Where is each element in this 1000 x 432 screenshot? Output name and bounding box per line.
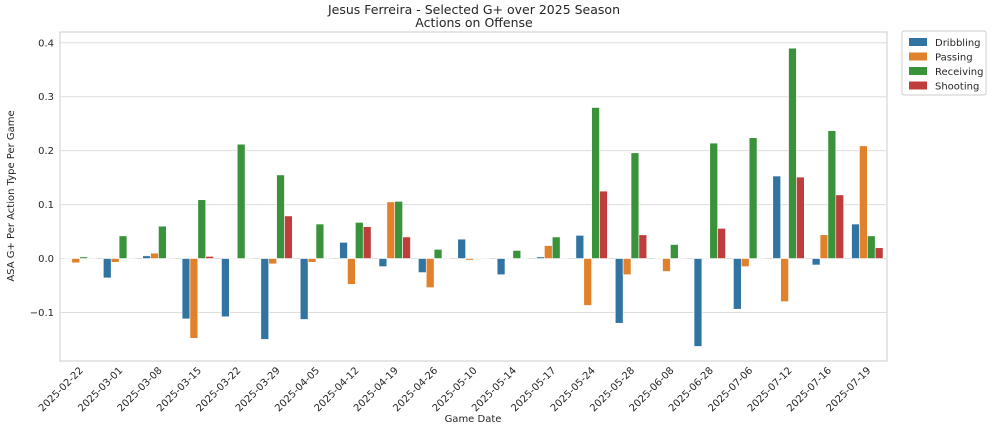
bar-receiving-2025-05-28 [630, 152, 640, 259]
y-tick-label: 0.1 [38, 200, 54, 211]
bar-passing-2025-06-08 [662, 258, 671, 272]
bar-dribbling-2025-07-19 [851, 223, 860, 259]
y-tick-label: 0.0 [38, 254, 54, 265]
bar-dribbling-2025-04-12 [339, 242, 348, 259]
y-tick-label: 0.2 [38, 146, 54, 157]
bar-dribbling-2025-05-28 [614, 258, 624, 324]
bar-shooting-2025-06-28 [717, 228, 726, 259]
legend-label-receiving: Receiving [935, 67, 983, 78]
bar-receiving-2025-04-05 [315, 223, 325, 259]
bar-passing-2025-03-29 [268, 258, 277, 265]
bar-dribbling-2025-07-06 [733, 258, 742, 310]
bar-passing-2025-07-06 [740, 258, 750, 267]
bar-passing-2025-02-22 [71, 258, 80, 264]
bar-receiving-2025-07-16 [827, 130, 837, 259]
bar-dribbling-2025-03-01 [103, 258, 112, 279]
bar-receiving-2025-07-19 [867, 235, 876, 259]
y-axis-ticks: −0.1 0.0 0.1 0.2 0.3 0.4 [30, 38, 54, 319]
bar-receiving-2025-05-14 [512, 250, 522, 259]
bar-dribbling-2025-04-26 [418, 258, 427, 273]
bar-receiving-2025-05-17 [551, 236, 561, 259]
bar-passing-2025-04-26 [425, 258, 435, 288]
legend-label-passing: Passing [935, 53, 973, 64]
y-tick-label: 0.3 [38, 92, 54, 103]
bar-receiving-2025-04-26 [433, 249, 443, 259]
bar-shooting-2025-07-12 [796, 176, 805, 259]
legend-swatch-passing [909, 52, 927, 61]
bar-receiving-2025-03-01 [118, 235, 128, 259]
legend-box [901, 30, 987, 96]
bar-receiving-2025-04-12 [355, 222, 364, 259]
bar-passing-2025-04-19 [386, 201, 396, 259]
bar-dribbling-2025-04-19 [378, 258, 388, 267]
bar-shooting-2025-05-24 [599, 190, 608, 259]
bar-dribbling-2025-05-14 [496, 258, 506, 276]
bar-dribbling-2025-03-22 [221, 258, 230, 318]
legend-label-shooting: Shooting [935, 82, 979, 93]
bar-shooting-2025-04-19 [402, 236, 411, 259]
bar-receiving-2025-03-22 [236, 143, 246, 259]
bar-receiving-2025-04-19 [394, 201, 403, 259]
bar-shooting-2025-03-29 [284, 215, 293, 259]
bar-passing-2025-07-19 [859, 145, 868, 259]
bar-shooting-2025-03-15 [205, 256, 214, 259]
legend-swatch-receiving [909, 67, 927, 75]
bar-passing-2025-05-24 [583, 258, 592, 306]
x-axis-ticks: 2025-02-222025-03-012025-03-082025-03-15… [37, 365, 873, 414]
legend-swatch-shooting [909, 81, 927, 90]
bar-dribbling-2025-06-28 [693, 258, 703, 347]
legend-swatch-dribbling [909, 38, 927, 46]
chart-subtitle: Actions on Offense [415, 15, 533, 30]
x-axis-label: Game Date [445, 414, 502, 425]
bar-passing-2025-07-16 [819, 234, 829, 259]
bar-shooting-2025-07-19 [874, 247, 884, 259]
y-tick-label: −0.1 [30, 308, 54, 319]
bar-passing-2025-05-17 [544, 245, 553, 259]
bar-receiving-2025-03-29 [276, 174, 285, 259]
bar-shooting-2025-05-28 [638, 234, 648, 259]
bar-dribbling-2025-03-15 [181, 258, 191, 320]
legend-label-dribbling: Dribbling [935, 38, 981, 49]
bar-shooting-2025-04-12 [362, 226, 372, 259]
legend: Dribbling Passing Receiving Shooting [901, 30, 987, 96]
bar-passing-2025-03-01 [110, 258, 120, 263]
y-tick-label: 0.4 [38, 38, 54, 49]
bar-passing-2025-04-12 [347, 258, 356, 285]
bar-receiving-2025-03-15 [197, 199, 207, 259]
bar-dribbling-2025-05-10 [457, 238, 466, 259]
bar-passing-2025-05-28 [622, 258, 632, 276]
bar-receiving-2025-07-06 [748, 137, 758, 259]
bar-receiving-2025-07-12 [788, 47, 797, 259]
bar-dribbling-2025-03-29 [260, 258, 270, 340]
bar-passing-2025-04-05 [307, 258, 317, 263]
bar-dribbling-2025-07-12 [772, 175, 781, 259]
bar-group [63, 47, 884, 347]
bar-dribbling-2025-03-08 [142, 255, 151, 259]
y-axis-label: ASA G+ Per Action Type Per Game [6, 110, 17, 281]
bar-receiving-2025-06-08 [670, 244, 679, 259]
bar-passing-2025-05-10 [465, 258, 474, 261]
bar-receiving-2025-06-28 [709, 142, 718, 259]
bar-shooting-2025-07-16 [835, 194, 844, 259]
bar-dribbling-2025-05-17 [536, 256, 545, 259]
bar-passing-2025-03-08 [150, 252, 159, 259]
bar-receiving-2025-05-24 [591, 107, 600, 259]
bar-passing-2025-03-15 [189, 258, 199, 339]
bar-passing-2025-07-12 [780, 258, 789, 302]
bar-dribbling-2025-04-05 [299, 258, 309, 320]
bar-receiving-2025-03-08 [158, 225, 167, 259]
chart-title: Jesus Ferreira - Selected G+ over 2025 S… [327, 2, 620, 17]
bar-receiving-2025-02-22 [79, 256, 88, 259]
bar-dribbling-2025-05-24 [575, 235, 585, 259]
bar-dribbling-2025-07-16 [811, 258, 821, 266]
